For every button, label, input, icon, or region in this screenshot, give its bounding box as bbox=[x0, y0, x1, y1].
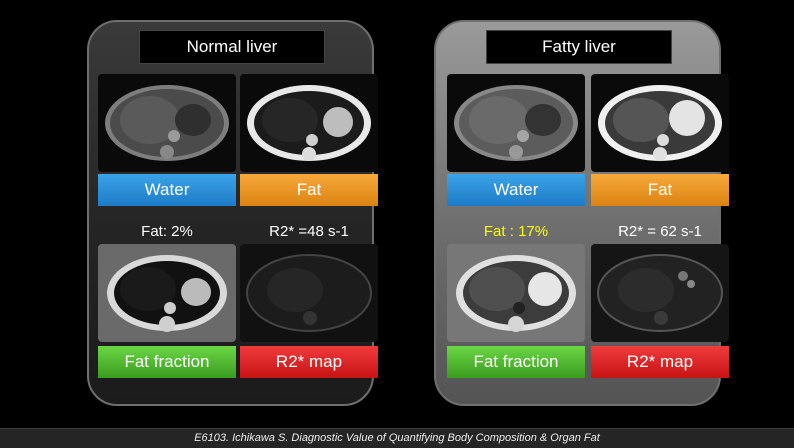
footer-citation: E6103. Ichikawa S. Diagnostic Value of Q… bbox=[0, 428, 794, 448]
panel-title: Normal liver bbox=[139, 30, 325, 64]
mri-water-image bbox=[447, 74, 585, 172]
mri-r2-map-image bbox=[240, 244, 378, 342]
normal-liver-panel: Normal liver Water Fat Fat: 2% R2* =48 s… bbox=[87, 20, 378, 406]
mri-r2-map-image bbox=[591, 244, 729, 342]
fat-percentage: Fat: 2% bbox=[141, 223, 193, 240]
fat-fraction-label: Fat fraction bbox=[447, 346, 585, 378]
water-label: Water bbox=[98, 174, 236, 206]
panel-title: Fatty liver bbox=[486, 30, 672, 64]
fat-label: Fat bbox=[240, 174, 378, 206]
r2-map-label: R2* map bbox=[591, 346, 729, 378]
mri-fat-image bbox=[591, 74, 729, 172]
fat-fraction-label: Fat fraction bbox=[98, 346, 236, 378]
mri-fat-image bbox=[240, 74, 378, 172]
r2-value: R2* = 62 s-1 bbox=[618, 223, 702, 240]
mri-fat-fraction-image bbox=[447, 244, 585, 342]
water-label: Water bbox=[447, 174, 585, 206]
fatty-liver-panel: Fatty liver Water Fat Fat : 17% R2* = 62… bbox=[434, 20, 729, 406]
fat-percentage: Fat : 17% bbox=[483, 223, 549, 240]
mri-water-image bbox=[98, 74, 236, 172]
mri-fat-fraction-image bbox=[98, 244, 236, 342]
r2-value: R2* =48 s-1 bbox=[269, 223, 349, 240]
fat-label: Fat bbox=[591, 174, 729, 206]
r2-map-label: R2* map bbox=[240, 346, 378, 378]
